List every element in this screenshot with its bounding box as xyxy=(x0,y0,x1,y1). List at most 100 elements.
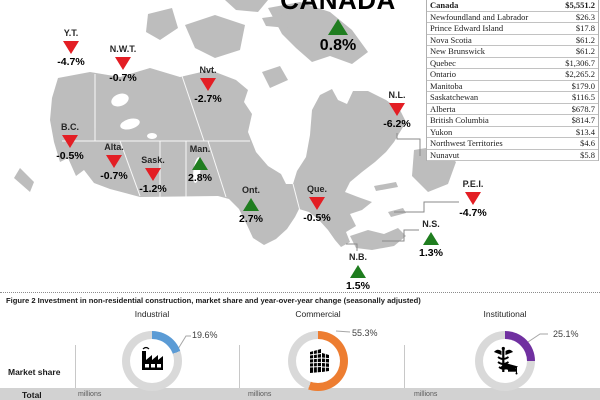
regional-investment-table: Canada $5,551.2 Newfoundland and Labrado… xyxy=(426,0,599,161)
map-region-pei: P.E.I. -4.7% xyxy=(448,179,498,219)
change-up-triangle-icon xyxy=(243,198,259,211)
table-region-value: $116.5 xyxy=(571,92,595,103)
table-region-name: Saskatchewan xyxy=(430,92,479,103)
map-region-yt: Y.T. -4.7% xyxy=(46,28,96,68)
table-region-value: $61.2 xyxy=(575,46,595,57)
table-row: Canada $5,551.2 xyxy=(427,0,598,12)
column-divider xyxy=(75,345,76,400)
region-label: Ont. xyxy=(242,185,260,195)
table-row: Newfoundland and Labrador $26.3 xyxy=(427,11,598,23)
change-down-triangle-icon xyxy=(115,57,131,70)
industrial-donut-chart xyxy=(122,331,182,391)
label-leader-lines xyxy=(346,133,459,251)
region-label: P.E.I. xyxy=(462,179,484,189)
southampton-island xyxy=(262,66,288,88)
section-divider xyxy=(0,292,600,293)
table-row: Nunavut $5.8 xyxy=(427,149,598,161)
table-row: Yukon $13.4 xyxy=(427,127,598,138)
anticosti-island xyxy=(374,182,398,191)
page-title: CANADA xyxy=(280,0,396,15)
map-region-nb: N.B. 1.5% xyxy=(333,252,383,292)
table-row: Saskatchewan $116.5 xyxy=(427,92,598,104)
commercial-donut-chart xyxy=(288,331,348,391)
region-label: Y.T. xyxy=(63,28,79,38)
region-change: 2.7% xyxy=(239,213,263,225)
share-leader-lines xyxy=(177,330,548,350)
province-borders xyxy=(62,74,301,212)
banks-island xyxy=(146,8,178,40)
change-up-triangle-icon xyxy=(192,157,208,170)
region-change: 1.5% xyxy=(346,280,370,292)
map-region-nl: N.L. -6.2% xyxy=(372,90,422,130)
table-region-name: Nova Scotia xyxy=(430,34,472,45)
region-label: B.C. xyxy=(61,122,79,132)
change-down-triangle-icon xyxy=(145,168,161,181)
region-label: Sask. xyxy=(141,155,165,165)
region-label: N.W.T. xyxy=(109,44,137,54)
map-region-sask: Sask. -1.2% xyxy=(128,155,178,195)
market-share-row-label: Market share xyxy=(8,367,61,377)
vancouver-island xyxy=(14,168,34,192)
national-summary: CANADA 0.8% xyxy=(262,0,414,55)
table-region-value: $17.8 xyxy=(575,23,595,34)
region-change: -0.7% xyxy=(109,72,137,84)
region-change: -1.2% xyxy=(139,183,167,195)
map-region-man: Man. 2.8% xyxy=(175,144,225,184)
table-region-value: $61.2 xyxy=(575,34,595,45)
table-row: Northwest Territories $4.6 xyxy=(427,138,598,150)
table-region-name: Nunavut xyxy=(430,149,460,160)
change-up-triangle-icon xyxy=(423,232,439,245)
table-region-value: $5,551.2 xyxy=(565,0,595,11)
table-region-value: $26.3 xyxy=(575,11,595,22)
change-down-triangle-icon xyxy=(63,41,79,54)
table-region-name: Prince Edward Island xyxy=(430,23,504,34)
donut-hole xyxy=(296,339,340,383)
region-label: Alta. xyxy=(104,142,124,152)
table-region-name: Quebec xyxy=(430,57,456,68)
table-row: Nova Scotia $61.2 xyxy=(427,34,598,46)
ellesmere-island xyxy=(225,0,268,12)
region-change: -4.7% xyxy=(57,56,85,68)
region-label: N.S. xyxy=(422,219,440,229)
unit-label-institutional: millions xyxy=(414,391,438,398)
table-region-name: Alberta xyxy=(430,103,456,114)
figure2-caption: Figure 2 Investment in non-residential c… xyxy=(6,296,421,305)
national-change-triangle-icon xyxy=(328,19,348,35)
table-row: British Columbia $814.7 xyxy=(427,115,598,127)
table-region-value: $5.8 xyxy=(580,149,595,160)
unit-label-industrial: millions xyxy=(78,391,102,398)
region-change: -6.2% xyxy=(383,118,411,130)
commercial-share-value: 55.3% xyxy=(352,328,378,338)
region-change: 1.3% xyxy=(419,247,443,259)
change-up-triangle-icon xyxy=(350,265,366,278)
office-building-icon xyxy=(309,349,330,373)
donut-hole xyxy=(483,339,527,383)
devon-island xyxy=(262,14,292,28)
medical-education-icon xyxy=(494,346,518,375)
victoria-island xyxy=(185,15,245,58)
region-label: Nvt. xyxy=(199,65,217,75)
table-row: Manitoba $179.0 xyxy=(427,80,598,92)
region-label: N.L. xyxy=(388,90,406,100)
table-row: Alberta $678.7 xyxy=(427,103,598,115)
change-down-triangle-icon xyxy=(465,192,481,205)
donut-hole xyxy=(130,339,174,383)
map-region-bc: B.C. -0.5% xyxy=(45,122,95,162)
table-region-name: British Columbia xyxy=(430,115,489,126)
region-change: -0.7% xyxy=(100,170,128,182)
table-region-name: Manitoba xyxy=(430,80,463,91)
map-region-ont: Ont. 2.7% xyxy=(226,185,276,225)
change-down-triangle-icon xyxy=(106,155,122,168)
change-down-triangle-icon xyxy=(62,135,78,148)
table-region-name: New Brunswick xyxy=(430,46,486,57)
table-region-name: Northwest Territories xyxy=(430,138,503,149)
change-down-triangle-icon xyxy=(200,78,216,91)
table-region-name: Newfoundland and Labrador xyxy=(430,11,529,22)
industrial-share-value: 19.6% xyxy=(192,330,218,340)
map-region-alta: Alta. -0.7% xyxy=(89,142,139,182)
map-region-nwt: N.W.T. -0.7% xyxy=(98,44,148,84)
region-label: Que. xyxy=(306,184,327,194)
table-region-name: Ontario xyxy=(430,69,456,80)
region-label: Man. xyxy=(189,144,211,154)
region-change: 2.8% xyxy=(188,172,212,184)
